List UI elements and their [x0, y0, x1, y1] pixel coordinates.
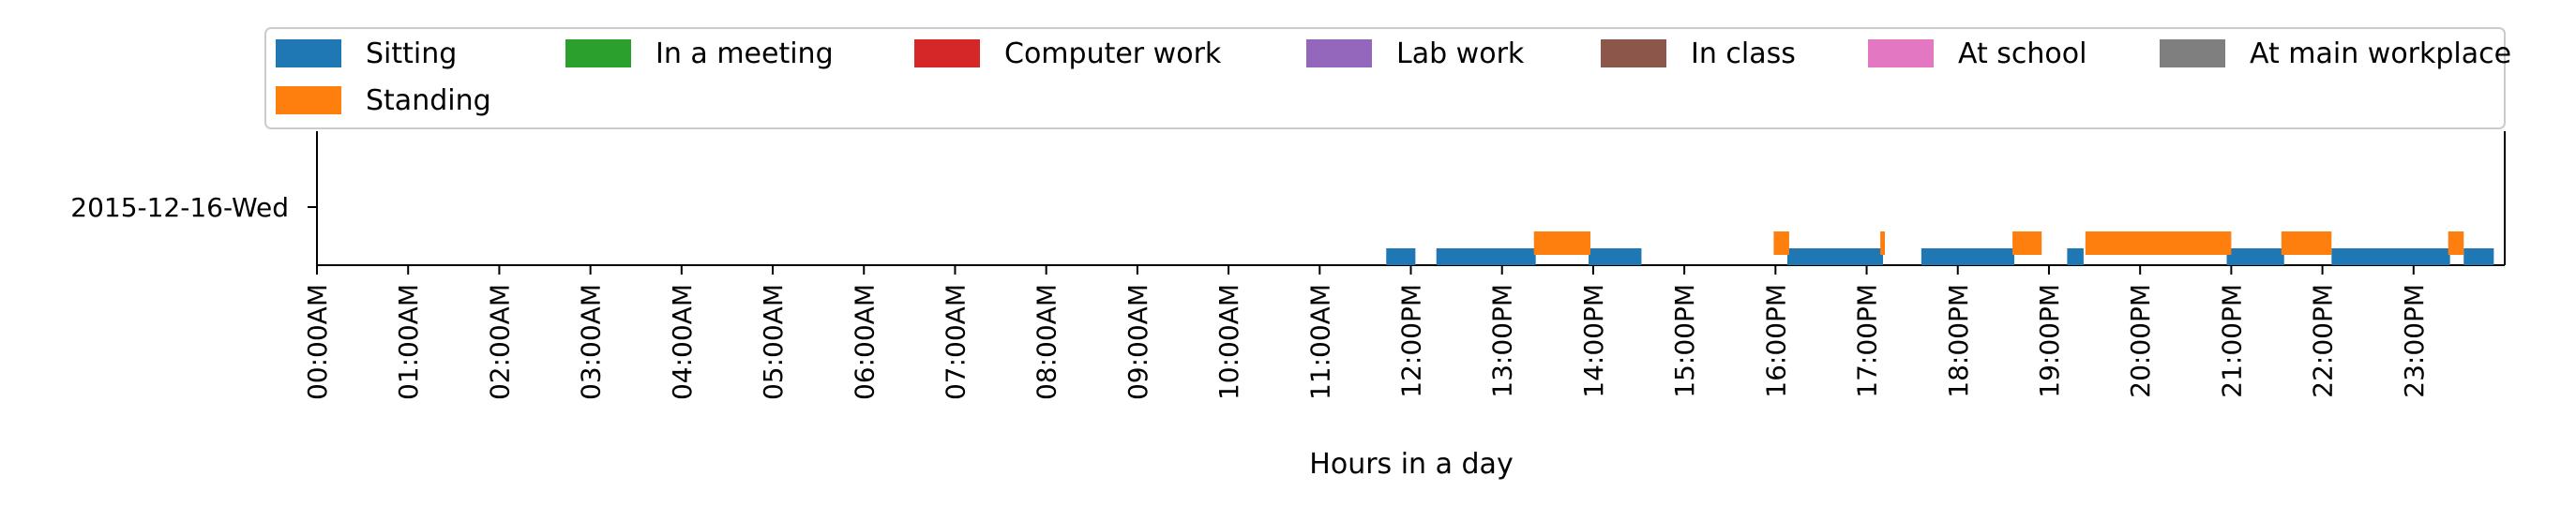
bar-sitting: [1436, 248, 1536, 265]
bar-standing: [2448, 231, 2464, 255]
x-tick-label: 13:00PM: [1487, 284, 1518, 398]
bar-standing: [2012, 231, 2042, 255]
x-tick-label: 12:00PM: [1396, 284, 1427, 398]
legend-label-at-school: At school: [1958, 37, 2086, 70]
bar-standing: [2085, 231, 2232, 255]
bar-sitting: [1921, 248, 2015, 265]
legend-label-at-main-workplace: At main workplace: [2250, 37, 2511, 70]
bar-sitting: [2463, 248, 2494, 265]
x-tick-label: 08:00AM: [1032, 284, 1062, 400]
bar-sitting: [1386, 248, 1416, 265]
legend-label-sitting: Sitting: [366, 37, 457, 70]
x-tick-label: 22:00PM: [2308, 284, 2339, 398]
x-tick-label: 16:00PM: [1760, 284, 1791, 398]
legend-swatch-at-school: [1868, 39, 1934, 67]
legend-frame: [264, 27, 2506, 129]
bar-standing: [1880, 231, 1885, 255]
bar-standing: [2281, 231, 2332, 255]
x-tick-label: 15:00PM: [1669, 284, 1700, 398]
legend-swatch-computer-work: [914, 39, 980, 67]
x-tick-label: 10:00AM: [1213, 284, 1244, 400]
bar-standing: [1533, 231, 1591, 255]
x-axis-title: Hours in a day: [1309, 448, 1513, 481]
legend-swatch-at-main-workplace: [2160, 39, 2225, 67]
x-tick-label: 23:00PM: [2399, 284, 2430, 398]
x-tick-label: 06:00AM: [849, 284, 880, 400]
x-tick-label: 01:00AM: [393, 284, 424, 400]
legend-label-lab-work: Lab work: [1396, 37, 1525, 70]
legend-label-computer-work: Computer work: [1004, 37, 1222, 70]
legend-swatch-lab-work: [1306, 39, 1372, 67]
plot-area: 2015-12-16-Wed 00:00AM 01:00AM 02:00AM 03:00…: [70, 131, 2506, 400]
bar-sitting: [1786, 248, 1884, 265]
x-tick-label: 21:00PM: [2216, 284, 2247, 398]
x-tick-label: 07:00AM: [940, 284, 971, 400]
legend-label-standing: Standing: [366, 84, 491, 117]
x-tick-label: 14:00PM: [1578, 284, 1609, 398]
x-tick-label: 04:00AM: [667, 284, 698, 400]
legend: Sitting Standing In a meeting Computer work…: [264, 27, 2511, 129]
legend-swatch-in-class: [1601, 39, 1666, 67]
x-tick-label: 19:00PM: [2034, 284, 2065, 398]
x-tick-label: 17:00PM: [1852, 284, 1883, 398]
x-tick-label: 03:00AM: [576, 284, 607, 400]
bar-standing: [1773, 231, 1789, 255]
bar-sitting: [2226, 248, 2284, 265]
legend-swatch-sitting: [276, 39, 341, 67]
x-tick-label: 11:00AM: [1304, 284, 1335, 400]
legend-swatch-standing: [276, 86, 341, 114]
x-tick-label: 09:00AM: [1122, 284, 1153, 400]
legend-label-in-a-meeting: In a meeting: [655, 37, 834, 70]
bar-sitting: [2067, 248, 2084, 265]
bar-sitting: [2331, 248, 2450, 265]
x-tick-label: 02:00AM: [484, 284, 515, 400]
x-tick-label: 05:00AM: [758, 284, 789, 400]
legend-swatch-in-a-meeting: [565, 39, 631, 67]
y-tick-label: 2015-12-16-Wed: [70, 192, 289, 223]
legend-label-in-class: In class: [1691, 37, 1796, 70]
bar-sitting: [1589, 248, 1642, 265]
x-tick-label: 00:00AM: [302, 284, 333, 400]
x-tick-label: 18:00PM: [1943, 284, 1974, 398]
x-tick-label: 20:00PM: [2125, 284, 2156, 398]
